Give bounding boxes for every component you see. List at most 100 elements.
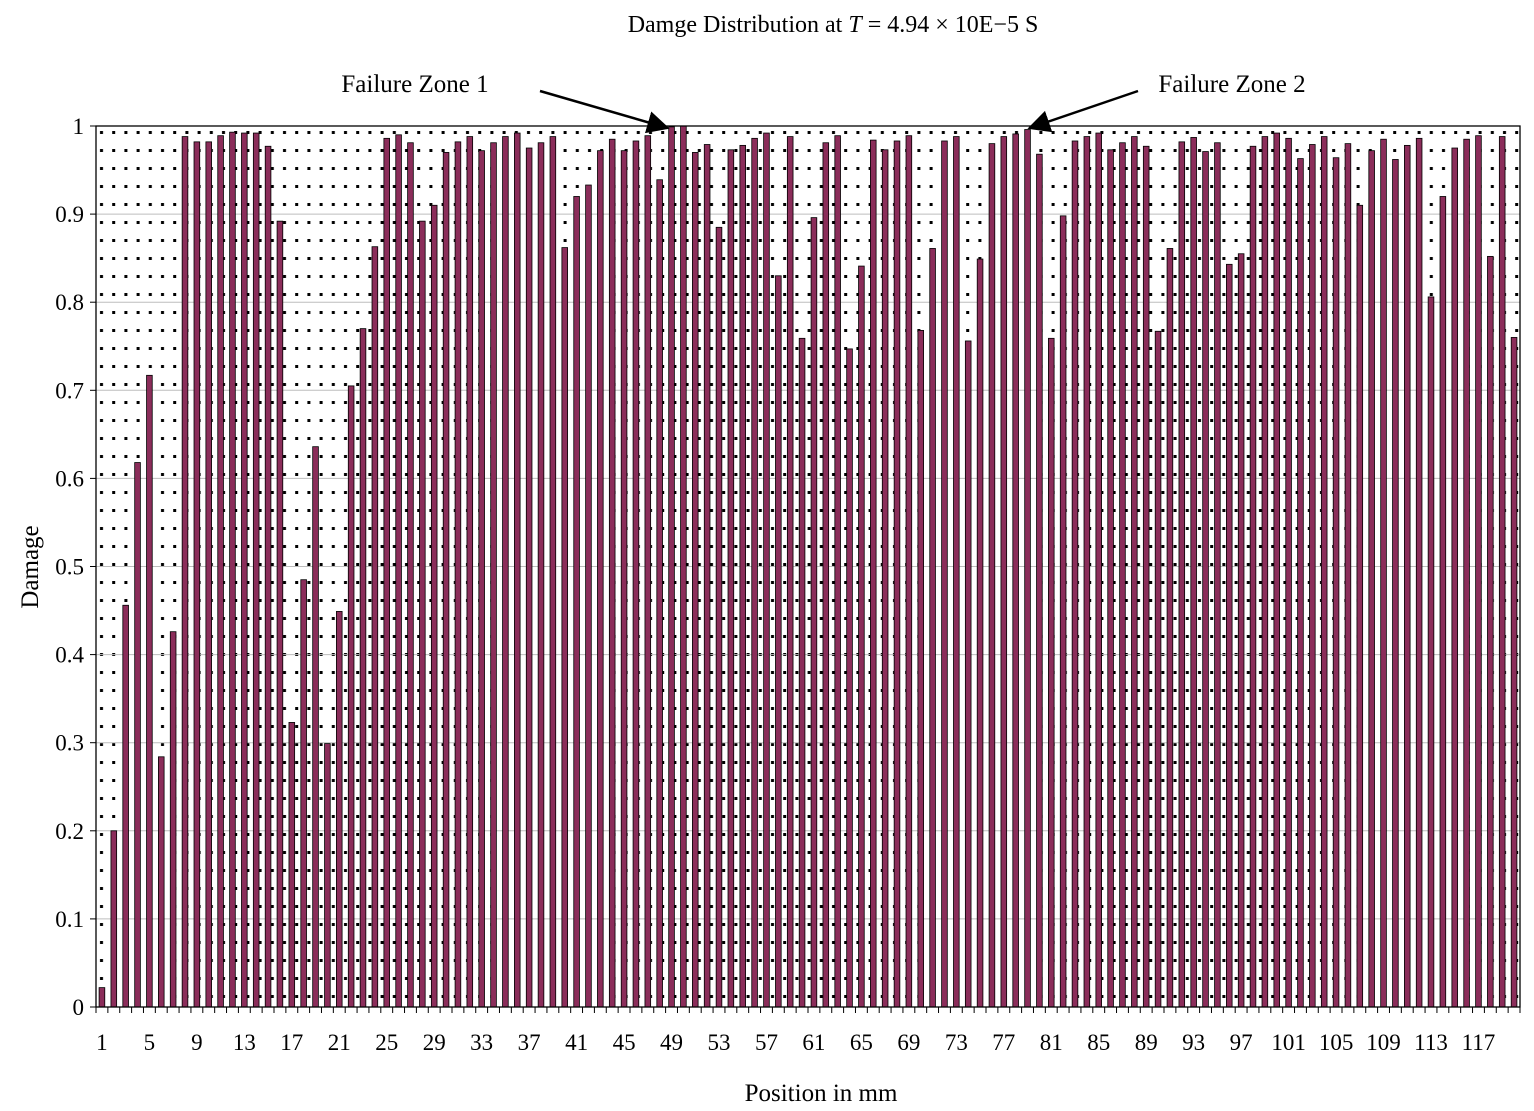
bar [893, 140, 901, 1008]
bar [775, 275, 782, 1008]
x-tick-label: 37 [518, 1030, 541, 1055]
bar [1380, 138, 1387, 1008]
bar [1356, 204, 1364, 1008]
x-tick-label: 17 [280, 1030, 303, 1055]
x-tick-label: 21 [328, 1030, 351, 1055]
x-tick-label: 77 [992, 1030, 1015, 1055]
bar [1427, 296, 1435, 1008]
bar [632, 140, 640, 1008]
bar [1475, 135, 1482, 1008]
bar [1202, 151, 1209, 1008]
bar [1309, 144, 1316, 1008]
bar [276, 220, 284, 1008]
bar [1119, 142, 1126, 1008]
grid-lines [96, 213, 1520, 920]
x-tick-label: 113 [1414, 1030, 1448, 1055]
bar [98, 987, 106, 1008]
bar [917, 329, 924, 1008]
bar [870, 139, 877, 1008]
bar [395, 134, 402, 1008]
x-tick-label: 109 [1366, 1030, 1401, 1055]
bar [514, 132, 521, 1008]
bar [549, 136, 557, 1008]
bar [359, 328, 367, 1008]
bar [229, 131, 236, 1008]
bar [1083, 136, 1091, 1008]
bar [905, 135, 913, 1008]
bar [1190, 137, 1197, 1008]
bar [810, 217, 818, 1008]
bar [430, 204, 438, 1008]
x-tick-label: 5 [144, 1030, 156, 1055]
bar [1285, 137, 1292, 1008]
y-tick-label: 0.3 [55, 731, 84, 756]
bar [1237, 253, 1245, 1008]
y-tick-label: 0.1 [55, 907, 84, 932]
annotation-label: Failure Zone 2 [1158, 71, 1305, 98]
bar [454, 141, 462, 1008]
bar [692, 152, 699, 1008]
bar [478, 150, 485, 1008]
bar [490, 142, 497, 1008]
bar [822, 142, 830, 1008]
bar [988, 143, 996, 1008]
bar [1249, 145, 1257, 1008]
y-tick-label: 0.2 [55, 819, 84, 844]
bar [941, 140, 948, 1008]
bar [1297, 158, 1304, 1008]
bar [1154, 330, 1162, 1008]
bar [537, 142, 545, 1008]
bar [205, 141, 212, 1008]
bar [1000, 136, 1008, 1008]
bar [1166, 248, 1174, 1008]
x-tick-label: 69 [897, 1030, 920, 1055]
bar [715, 226, 723, 1008]
y-tick-label: 0.7 [55, 378, 84, 403]
bar [324, 743, 331, 1008]
x-tick-label: 53 [708, 1030, 731, 1055]
x-ticks: 1 5 9 13 17 21 25 29 33 37 41 45 49 53 57 61 65 69 73 77 81 8… [95, 1007, 1521, 1055]
bar [846, 348, 853, 1008]
y-ticks: 0 0.1 0.2 0.3 0.4 0.5 0.6 0.7 0.8 0.9 1 [55, 114, 96, 1020]
bar [181, 136, 189, 1008]
bar [1439, 196, 1447, 1008]
bar [1344, 143, 1352, 1008]
bar [680, 125, 687, 1008]
bar [1510, 337, 1518, 1008]
bar [976, 258, 984, 1008]
x-tick-label: 41 [565, 1030, 588, 1055]
x-tick-label: 85 [1087, 1030, 1110, 1055]
y-tick-label: 0.4 [55, 643, 84, 668]
bar [573, 196, 580, 1008]
bar [953, 136, 960, 1008]
bar [407, 142, 414, 1008]
x-tick-label: 81 [1040, 1030, 1063, 1055]
bar [1463, 138, 1470, 1008]
bar [1273, 132, 1280, 1008]
bar [1451, 147, 1458, 1008]
bar [1024, 129, 1031, 1008]
bar [347, 385, 355, 1008]
bar [288, 722, 296, 1008]
annotation-label: Failure Zone 1 [341, 71, 488, 98]
x-tick-label: 1 [96, 1030, 108, 1055]
y-tick-label: 0.9 [55, 202, 84, 227]
x-tick-label: 29 [423, 1030, 446, 1055]
annotations: Failure Zone 1 Failure Zone 2 [341, 71, 1306, 134]
bar [1036, 153, 1043, 1008]
y-tick-label: 0.5 [55, 555, 84, 580]
bar [336, 611, 343, 1008]
bar [1404, 144, 1411, 1008]
x-tick-label: 97 [1230, 1030, 1253, 1055]
bar [1059, 215, 1067, 1008]
bar [1368, 150, 1375, 1008]
y-tick-label: 0.8 [55, 290, 84, 315]
bar [241, 132, 248, 1008]
bar [1261, 136, 1269, 1008]
bar [1415, 137, 1423, 1008]
bar [763, 132, 770, 1008]
bar [929, 248, 936, 1008]
bar [264, 145, 272, 1008]
y-tick-label: 0.6 [55, 466, 84, 491]
bar [122, 604, 129, 1008]
